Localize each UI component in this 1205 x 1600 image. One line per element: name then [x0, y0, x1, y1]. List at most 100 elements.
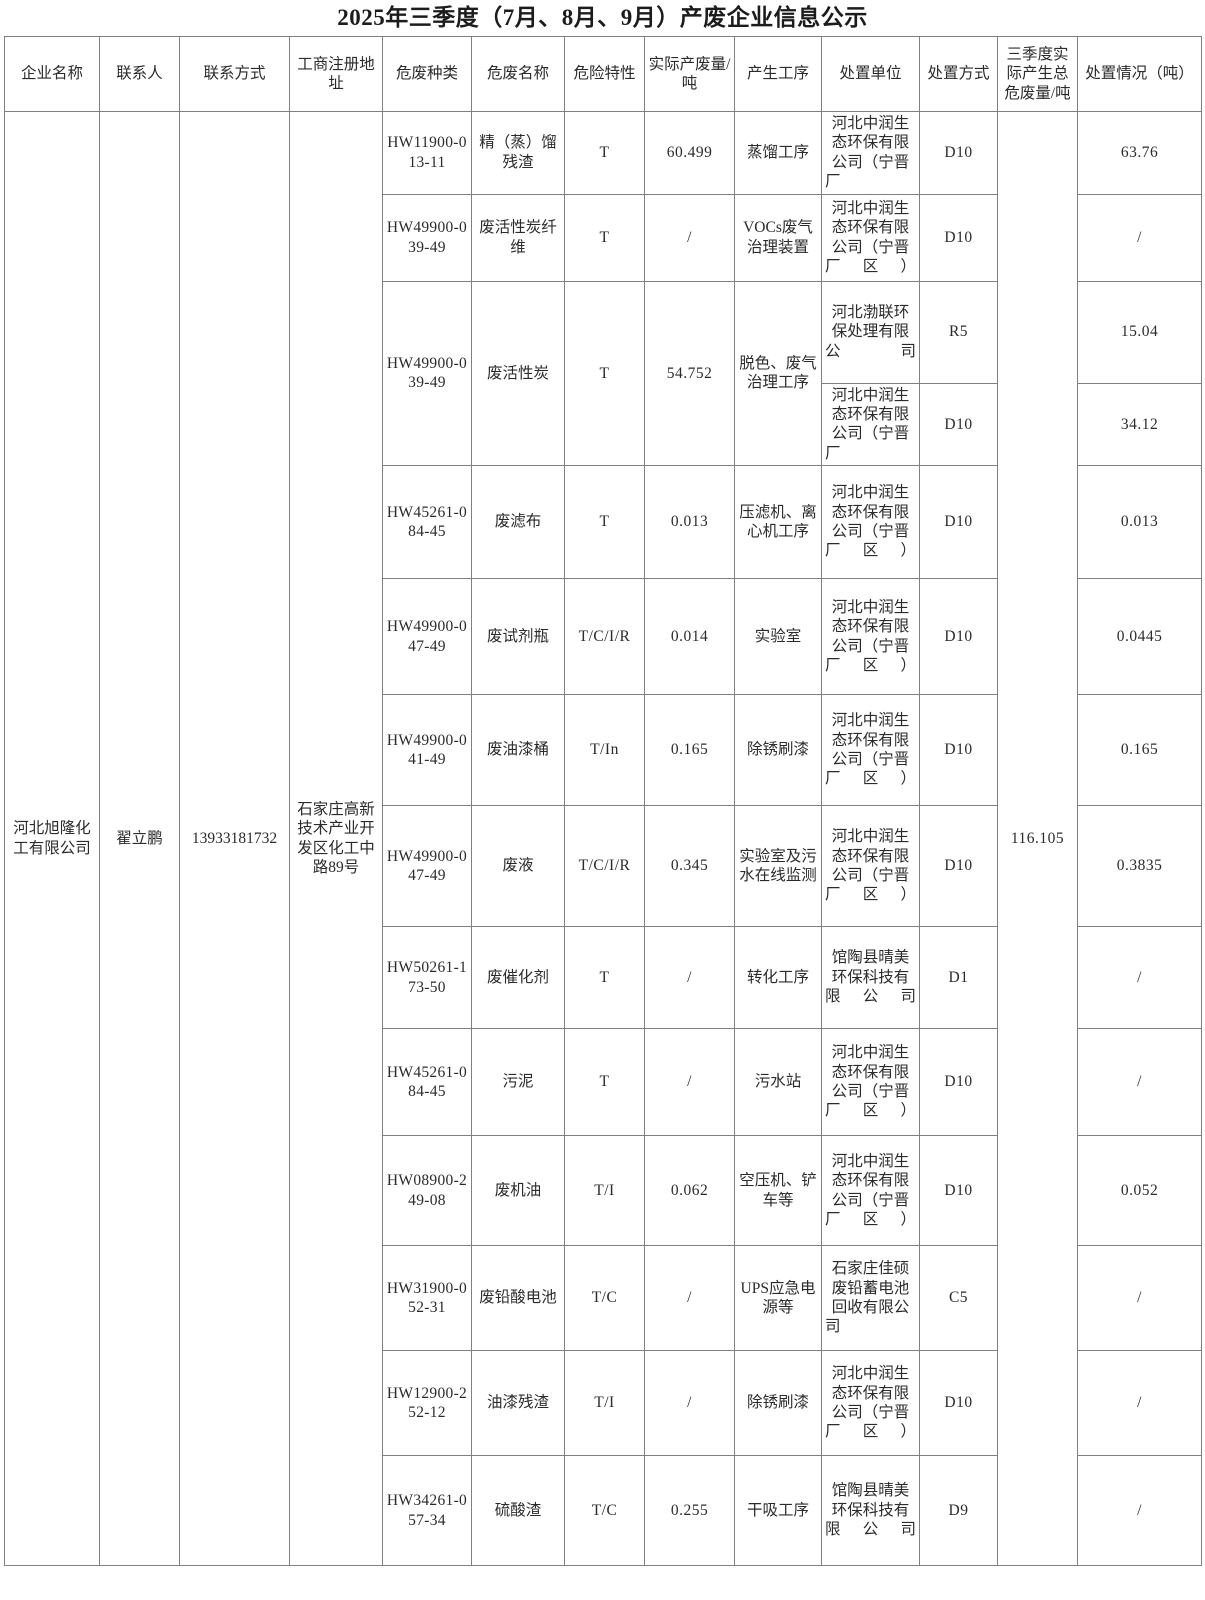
table-row: 河北旭隆化工有限公司 翟立鹏 13933181732 石家庄高新技术产业开发区化工中路…: [4, 111, 1202, 1566]
actual-amount-cell: 0.014: [644, 578, 735, 695]
hazard-property-cell: T: [564, 193, 645, 282]
header-registered-address: 工商注册地址: [289, 36, 383, 112]
actual-amount-cell: 0.255: [644, 1455, 735, 1566]
waste-category-cell: HW12900-252-12: [382, 1350, 472, 1456]
waste-name-cell: 污泥: [471, 1028, 565, 1136]
disposal-status-cell: /: [1077, 193, 1202, 282]
header-disposal-unit: 处置单位: [821, 36, 920, 112]
waste-category-cell: HW49900-047-49: [382, 578, 472, 695]
hazard-property-cell: T/I: [564, 1350, 645, 1456]
disposal-method-cell: R5: [919, 280, 998, 384]
disposal-unit-cell: 河北中润生态环保有限公司（宁晋厂: [821, 382, 920, 466]
disposal-status-cell: 0.052: [1077, 1135, 1202, 1246]
page-title: 2025年三季度（7月、8月、9月）产废企业信息公示: [337, 5, 868, 30]
table-header: 企业名称 联系人 联系方式 工商注册地址 危废种类 危废名称 危险特性 实际产废…: [4, 36, 1202, 112]
actual-amount-cell: /: [644, 926, 735, 1029]
disposal-method-cell: D10: [919, 465, 998, 579]
disposal-unit-cell: 河北中润生态环保有限公司（宁晋厂: [821, 111, 920, 195]
waste-name-cell: 废活性炭纤维: [471, 193, 565, 282]
company-name-cell: 河北旭隆化工有限公司: [4, 111, 100, 1566]
waste-name-cell: 废滤布: [471, 465, 565, 579]
disposal-unit-cell: 河北中润生态环保有限公司（宁晋厂区）: [821, 1350, 920, 1456]
hazard-property-cell: T/In: [564, 694, 645, 806]
header-contact-person: 联系人: [99, 36, 180, 112]
table-row: HW12900-252-12 油漆残渣 T/I / 除锈刷漆 河北中润生态环保有限公司（宁…: [5, 1350, 1202, 1456]
table-row: HW49900-047-49 废液 T/C/I/R 0.345 实验室及污水在线监测 河北…: [5, 805, 1202, 927]
disposal-status-cell: 0.0445: [1077, 578, 1202, 695]
waste-name-cell: 废油漆桶: [471, 694, 565, 806]
waste-category-cell: HW49900-039-49: [382, 193, 472, 282]
waste-category-cell: HW50261-173-50: [382, 926, 472, 1029]
disposal-method-cell: D10: [919, 111, 998, 195]
header-generating-process: 产生工序: [734, 36, 822, 112]
table-row: HW50261-173-50 废催化剂 T / 转化工序 馆陶县晴美环保科技有限公司 D1/: [5, 926, 1202, 1029]
waste-category-cell: HW34261-057-34: [382, 1455, 472, 1566]
disposal-status-cell: 34.12: [1077, 382, 1202, 466]
waste-name-cell: 废铅酸电池: [471, 1245, 565, 1351]
table-row: HW45261-084-45 废滤布 T 0.013 压滤机、离心机工序 河北中润生态环保…: [5, 465, 1202, 579]
header-disposal-status: 处置情况（吨）: [1077, 36, 1202, 112]
disposal-status-cell: 63.76: [1077, 111, 1202, 195]
waste-category-cell: HW11900-013-11: [382, 111, 472, 195]
disposal-status-cell: 15.04: [1077, 280, 1202, 384]
table-row: HW08900-249-08 废机油 T/I 0.062 空压机、铲车等 河北中润生态环保…: [5, 1135, 1202, 1246]
disposal-method-cell: D10: [919, 1135, 998, 1246]
generating-process-cell: 蒸馏工序: [734, 111, 822, 195]
disposal-status-cell: 0.013: [1077, 465, 1202, 579]
disposal-method-cell: D10: [919, 1350, 998, 1456]
waste-name-cell: 废液: [471, 805, 565, 927]
table-row: HW49900-039-49 废活性炭纤维 T / VOCs废气治理装置 河北中润生态环保…: [5, 193, 1202, 282]
disposal-status-cell: /: [1077, 1245, 1202, 1351]
waste-category-cell: HW45261-084-45: [382, 465, 472, 579]
hazard-property-cell: T/C: [564, 1245, 645, 1351]
generating-process-cell: 实验室及污水在线监测: [734, 805, 822, 927]
actual-amount-cell: 0.165: [644, 694, 735, 806]
table-row: HW49900-041-49 废油漆桶 T/In 0.165 除锈刷漆 河北中润生态环保有…: [5, 694, 1202, 806]
disposal-method-cell: D10: [919, 805, 998, 927]
table-row: 河北中润生态环保有限公司（宁晋厂 D10 34.12: [5, 382, 1202, 466]
hazard-property-cell: T/I: [564, 1135, 645, 1246]
generating-process-cell: 转化工序: [734, 926, 822, 1029]
table-row: HW49900-047-49 废试剂瓶 T/C/I/R 0.014 实验室 河北中润生态环…: [5, 578, 1202, 695]
actual-amount-cell: 60.499: [644, 111, 735, 195]
generating-process-cell: VOCs废气治理装置: [734, 193, 822, 282]
disposal-unit-cell: 河北中润生态环保有限公司（宁晋厂区）: [821, 805, 920, 927]
waste-disclosure-table: 企业名称 联系人 联系方式 工商注册地址 危废种类 危废名称 危险特性 实际产废…: [4, 36, 1202, 1566]
disposal-status-cell: /: [1077, 1028, 1202, 1136]
hazard-property-cell: T: [564, 111, 645, 195]
waste-category-cell: HW31900-052-31: [382, 1245, 472, 1351]
disposal-method-cell: D10: [919, 382, 998, 466]
waste-name-cell: 硫酸渣: [471, 1455, 565, 1566]
waste-name-cell: 废机油: [471, 1135, 565, 1246]
header-row: 企业名称 联系人 联系方式 工商注册地址 危废种类 危废名称 危险特性 实际产废…: [4, 36, 1202, 112]
generating-process-cell: 除锈刷漆: [734, 694, 822, 806]
waste-category-cell: HW45261-084-45: [382, 1028, 472, 1136]
disposal-unit-cell: 石家庄佳硕废铅蓄电池回收有限公司: [821, 1245, 920, 1351]
disposal-unit-cell: 河北中润生态环保有限公司（宁晋厂区）: [821, 465, 920, 579]
disposal-unit-cell: 河北渤联环保处理有限公司: [821, 280, 920, 384]
waste-category-cell: HW49900-047-49: [382, 805, 472, 927]
disposal-unit-cell: 河北中润生态环保有限公司（宁晋厂区）: [821, 1135, 920, 1246]
disposal-status-cell: 0.3835: [1077, 805, 1202, 927]
waste-name-cell: 精（蒸）馏残渣: [471, 111, 565, 195]
hazard-property-cell: T: [564, 1028, 645, 1136]
header-company-name: 企业名称: [4, 36, 100, 112]
actual-amount-cell: 0.345: [644, 805, 735, 927]
waste-category-cell: HW08900-249-08: [382, 1135, 472, 1246]
disposal-status-cell: /: [1077, 1350, 1202, 1456]
table-row: HW49900-039-49 废活性炭 T 54.752 脱色、废气治理工序 河北渤联环保…: [5, 280, 1202, 466]
generating-process-cell: 干吸工序: [734, 1455, 822, 1566]
generating-process-cell: 污水站: [734, 1028, 822, 1136]
generating-process-cell: 空压机、铲车等: [734, 1135, 822, 1246]
hazard-property-cell: T/C: [564, 1455, 645, 1566]
waste-name-cell: 废试剂瓶: [471, 578, 565, 695]
disposal-method-cell: D10: [919, 578, 998, 695]
disposal-status-cell: 0.165: [1077, 694, 1202, 806]
generating-process-cell: 除锈刷漆: [734, 1350, 822, 1456]
table-row: HW34261-057-34 硫酸渣 T/C 0.255 干吸工序 馆陶县晴美环保科技有限…: [5, 1455, 1202, 1566]
disposal-method-cell: D10: [919, 1028, 998, 1136]
waste-name-cell: 废催化剂: [471, 926, 565, 1029]
disposal-status-cell: /: [1077, 926, 1202, 1029]
actual-amount-cell: /: [644, 1028, 735, 1136]
